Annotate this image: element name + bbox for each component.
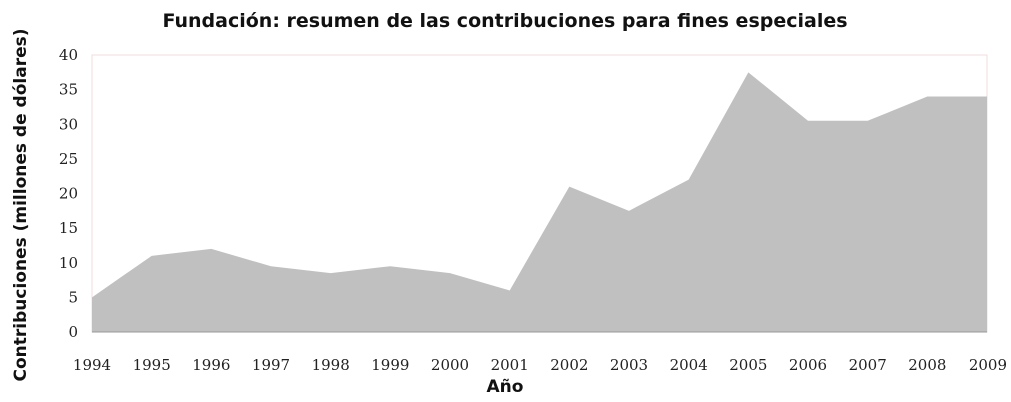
chart-title: Fundación: resumen de las contribuciones… — [162, 10, 847, 32]
x-tick-label: 2007 — [849, 356, 887, 374]
x-tick-label: 2000 — [431, 356, 469, 374]
y-tick-label: 30 — [59, 115, 78, 133]
x-tick-label: 1999 — [371, 356, 409, 374]
y-tick-label: 10 — [59, 254, 78, 272]
x-tick-label: 1997 — [252, 356, 290, 374]
x-tick-label: 1996 — [192, 356, 230, 374]
y-tick-label: 5 — [68, 288, 78, 306]
x-tick-label: 1995 — [133, 356, 171, 374]
x-tick-label: 1994 — [73, 356, 111, 374]
y-tick-label: 25 — [59, 150, 78, 168]
x-tick-label: 2009 — [969, 356, 1007, 374]
x-tick-label: 2002 — [550, 356, 588, 374]
x-tick-label: 2005 — [729, 356, 767, 374]
y-tick-label: 35 — [59, 81, 78, 99]
x-tick-label: 2006 — [789, 356, 827, 374]
area-layer — [92, 72, 987, 332]
y-axis-title: Contribuciones (millones de dólares) — [11, 29, 31, 382]
y-tick-label: 20 — [59, 185, 78, 203]
x-tick-label: 2004 — [670, 356, 708, 374]
y-tick-label: 15 — [59, 219, 78, 237]
x-tick-label: 2001 — [491, 356, 529, 374]
x-tick-label: 2003 — [610, 356, 648, 374]
series-area — [92, 72, 987, 332]
y-tick-label: 0 — [68, 323, 78, 341]
x-tick-label: 2008 — [908, 356, 946, 374]
y-axis: 0 5 10 15 20 25 30 35 40 — [59, 46, 78, 341]
x-tick-label: 1998 — [312, 356, 350, 374]
y-tick-label: 40 — [59, 46, 78, 64]
x-axis: 1994 1995 1996 1997 1998 1999 2000 2001 2002 2003… — [73, 356, 1007, 374]
x-axis-title: Año — [487, 377, 524, 397]
